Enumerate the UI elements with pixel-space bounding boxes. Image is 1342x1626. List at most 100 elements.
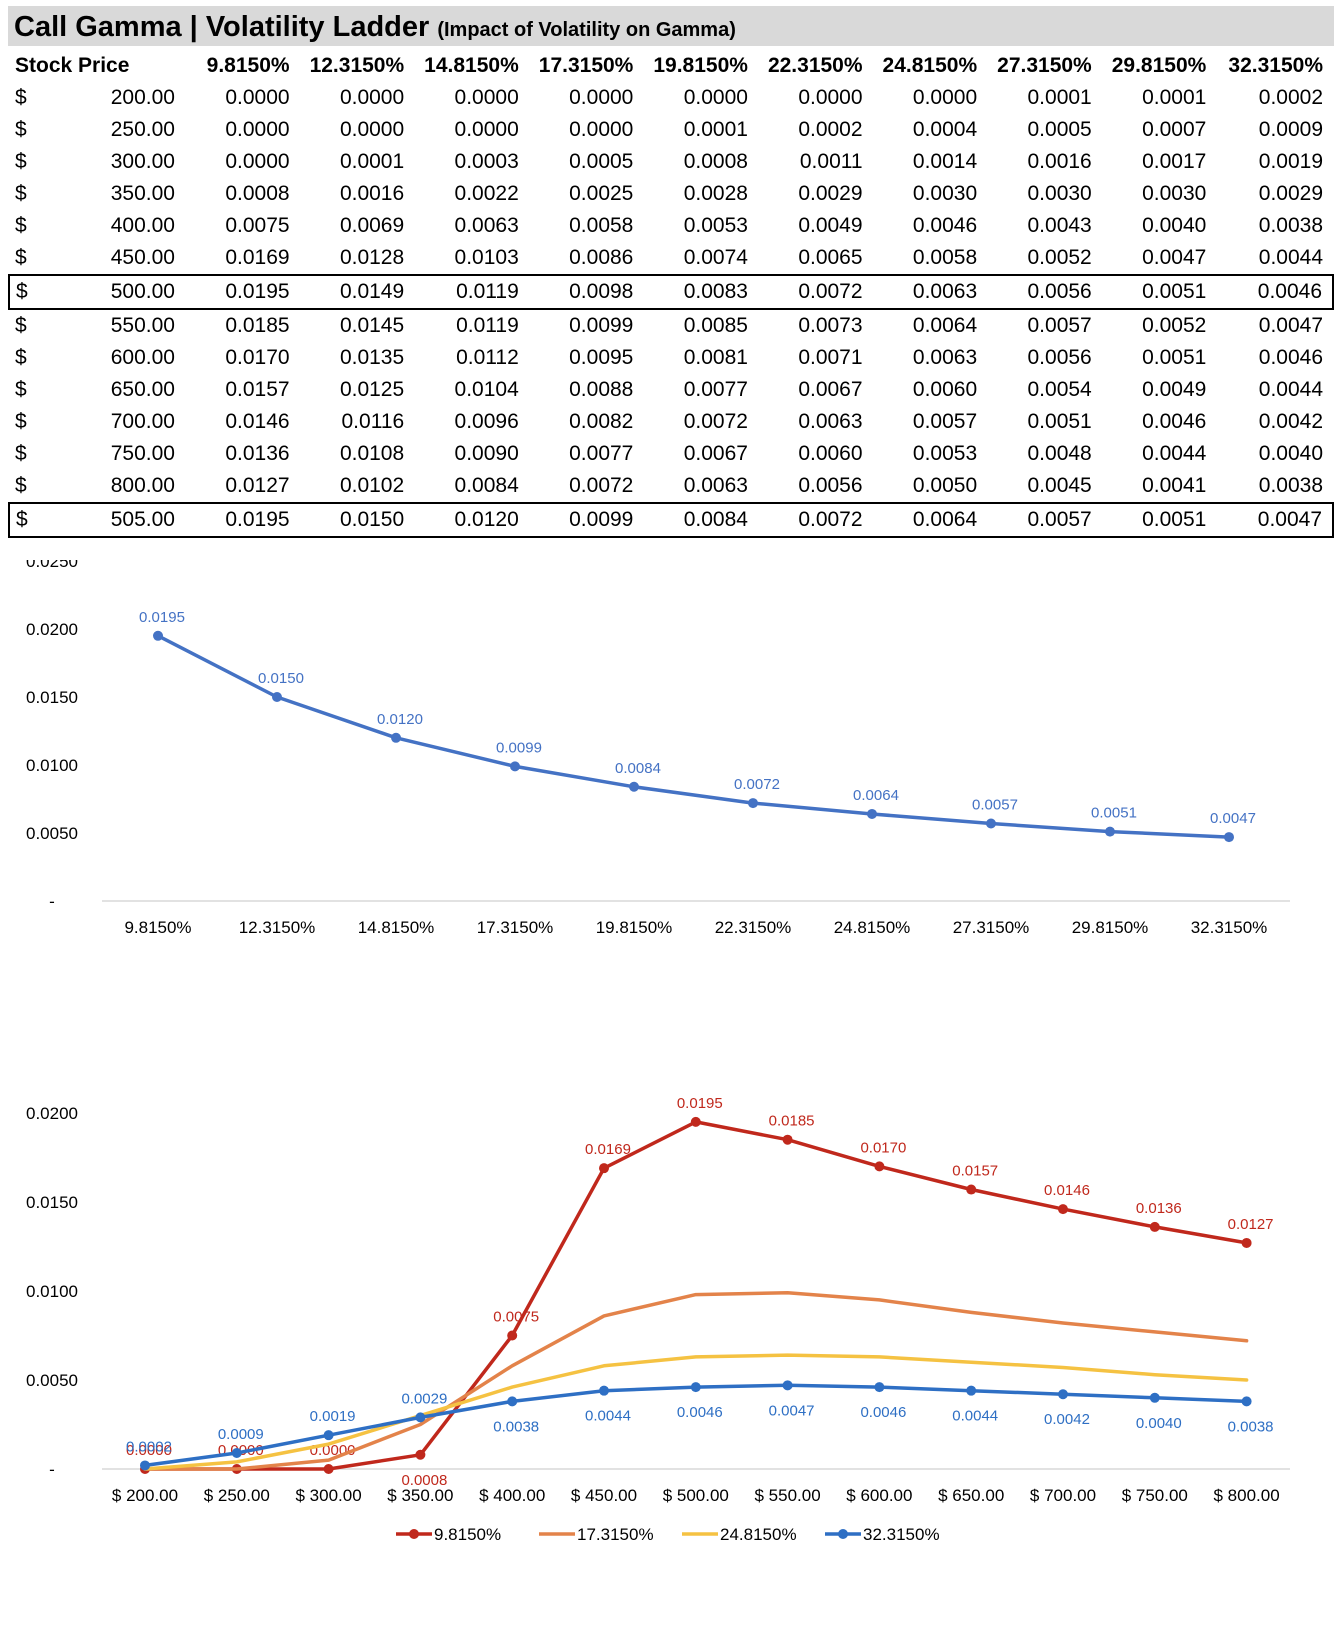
series-line — [156, 634, 1231, 839]
x-tick-label: $ 350.00 — [387, 1486, 453, 1505]
gamma-value-cell: 0.0040 — [1258, 442, 1323, 465]
gamma-value-cell: 0.0046 — [1142, 410, 1207, 433]
currency-symbol: $ — [15, 474, 27, 497]
x-tick-label: 27.3150% — [953, 918, 1030, 937]
currency-symbol: $ — [7, 502, 71, 538]
data-label: 0.0127 — [1228, 1216, 1274, 1233]
gamma-value-cell: 0.0005 — [569, 150, 634, 173]
currency-symbol: $ — [15, 346, 27, 369]
gamma-value-cell: 0.0067 — [798, 378, 863, 401]
gamma-value-cell: 0.0019 — [1258, 150, 1323, 173]
x-tick-label: $ 700.00 — [1030, 1486, 1096, 1505]
gamma-value-cell: 0.0017 — [1142, 150, 1207, 173]
data-label: 0.0029 — [401, 1390, 447, 1407]
gamma-value-cell: 0.0103 — [454, 246, 519, 269]
vol-column-header: 29.8150% — [1111, 54, 1207, 77]
legend-label: 32.3150% — [863, 1525, 940, 1544]
title-main-text: Call Gamma | Volatility Ladder — [14, 11, 430, 43]
data-label: 0.0044 — [952, 1408, 998, 1425]
gamma-value-cell: 0.0149 — [299, 274, 415, 310]
table-row: $300.00 0.0000 0.0001 0.0003 0.0005 0.0008 0.0… — [9, 146, 1333, 178]
data-point-marker — [782, 1380, 793, 1391]
data-point-marker — [1224, 832, 1234, 843]
stock-price-cell: 450.00 — [110, 246, 175, 269]
gamma-value-cell: 0.0048 — [1027, 442, 1092, 465]
table-row: $350.00 0.0008 0.0016 0.0022 0.0025 0.0028 0.0… — [9, 178, 1333, 210]
legend-label: 24.8150% — [720, 1525, 797, 1544]
gamma-value-cell: 0.0000 — [798, 86, 863, 109]
data-point-marker — [966, 1385, 977, 1396]
x-tick-label: $ 550.00 — [755, 1486, 821, 1505]
gamma-value-cell: 0.0043 — [1027, 214, 1092, 237]
data-label: 0.0044 — [585, 1408, 631, 1425]
gamma-value-cell: 0.0146 — [225, 410, 290, 433]
y-tick-label: 0.0100 — [26, 756, 78, 775]
gamma-value-cell: 0.0150 — [299, 502, 415, 538]
gamma-value-cell: 0.0030 — [1142, 182, 1207, 205]
data-label: 0.0002 — [126, 1438, 172, 1455]
y-tick-label: 0.0200 — [26, 1104, 78, 1123]
gamma-value-cell: 0.0077 — [569, 442, 634, 465]
title-subtitle: (Impact of Volatility on Gamma) — [437, 19, 736, 41]
gamma-value-cell: 0.0170 — [225, 346, 290, 369]
data-point-marker — [272, 692, 282, 702]
data-point-marker — [1058, 1389, 1068, 1400]
data-point-marker — [1241, 1396, 1252, 1407]
gamma-value-cell: 0.0002 — [1258, 86, 1323, 109]
gamma-value-cell: 0.0099 — [569, 314, 634, 337]
gamma-value-cell: 0.0090 — [454, 442, 519, 465]
x-tick-label: 32.3150% — [1191, 918, 1268, 937]
gamma-value-cell: 0.0000 — [454, 86, 519, 109]
gamma-value-cell: 0.0000 — [683, 86, 748, 109]
stock-price-cell: 600.00 — [110, 346, 175, 369]
gamma-value-cell: 0.0053 — [683, 214, 748, 237]
y-tick-label: - — [49, 892, 55, 911]
data-label: 0.0057 — [972, 796, 1018, 813]
data-label: 0.0120 — [377, 711, 423, 728]
y-tick-label: - — [49, 1460, 55, 1479]
gamma-value-cell: 0.0119 — [414, 274, 529, 310]
gamma-value-cell: 0.0038 — [1258, 214, 1323, 237]
gamma-value-cell: 0.0051 — [1101, 502, 1217, 538]
gamma-value-cell: 0.0064 — [912, 314, 978, 337]
currency-symbol: $ — [15, 314, 27, 337]
gamma-value-cell: 0.0004 — [912, 118, 978, 141]
data-point-marker — [415, 1412, 426, 1423]
gamma-value-cell: 0.0074 — [683, 246, 748, 269]
x-tick-label: $ 450.00 — [571, 1486, 637, 1505]
stock-price-cell: 505.00 — [70, 502, 185, 538]
data-label: 0.0099 — [496, 739, 542, 756]
vol-column-header: 19.8150% — [653, 54, 748, 77]
table-row: $500.00 0.0195 0.0149 0.0119 0.0098 0.0083 0.0… — [7, 274, 1334, 310]
currency-symbol: $ — [15, 378, 27, 401]
gamma-value-cell: 0.0049 — [1142, 378, 1207, 401]
gamma-value-cell: 0.0029 — [1258, 182, 1323, 205]
stock-price-cell: 250.00 — [110, 118, 175, 141]
data-point-marker — [966, 1184, 977, 1195]
gamma-value-cell: 0.0044 — [1258, 246, 1323, 269]
x-tick-label: $ 500.00 — [663, 1486, 729, 1505]
gamma-value-cell: 0.0135 — [339, 346, 405, 369]
data-label: 0.0146 — [1044, 1182, 1090, 1199]
data-point-marker — [323, 1430, 334, 1441]
y-tick-label: 0.0150 — [26, 688, 78, 707]
gamma-value-cell: 0.0072 — [569, 474, 634, 497]
data-label: 0.0042 — [1044, 1411, 1090, 1428]
stock-price-header: Stock Price — [15, 54, 130, 77]
stock-price-cell: 800.00 — [110, 474, 175, 497]
data-label: 0.0064 — [853, 787, 899, 804]
data-point-marker — [629, 781, 639, 792]
gamma-value-cell: 0.0064 — [872, 502, 988, 538]
data-point-marker — [231, 1447, 242, 1458]
gamma-value-cell: 0.0047 — [1258, 314, 1323, 337]
gamma-value-cell: 0.0045 — [1027, 474, 1092, 497]
data-point-marker — [1149, 1392, 1160, 1403]
gamma-value-cell: 0.0016 — [339, 182, 405, 205]
gamma-vs-volatility-chart: - 0.0050 0.0100 0.0150 0.0200 0.0250 9.8150% 12… — [26, 560, 1290, 937]
x-tick-label: $ 300.00 — [296, 1486, 362, 1505]
stock-price-cell: 750.00 — [110, 442, 175, 465]
series-line — [143, 1291, 1249, 1471]
x-tick-label: 22.3150% — [715, 918, 792, 937]
gamma-value-cell: 0.0001 — [1027, 86, 1092, 109]
table-row: $750.00 0.0136 0.0108 0.0090 0.0077 0.0067 0.0… — [9, 438, 1333, 470]
